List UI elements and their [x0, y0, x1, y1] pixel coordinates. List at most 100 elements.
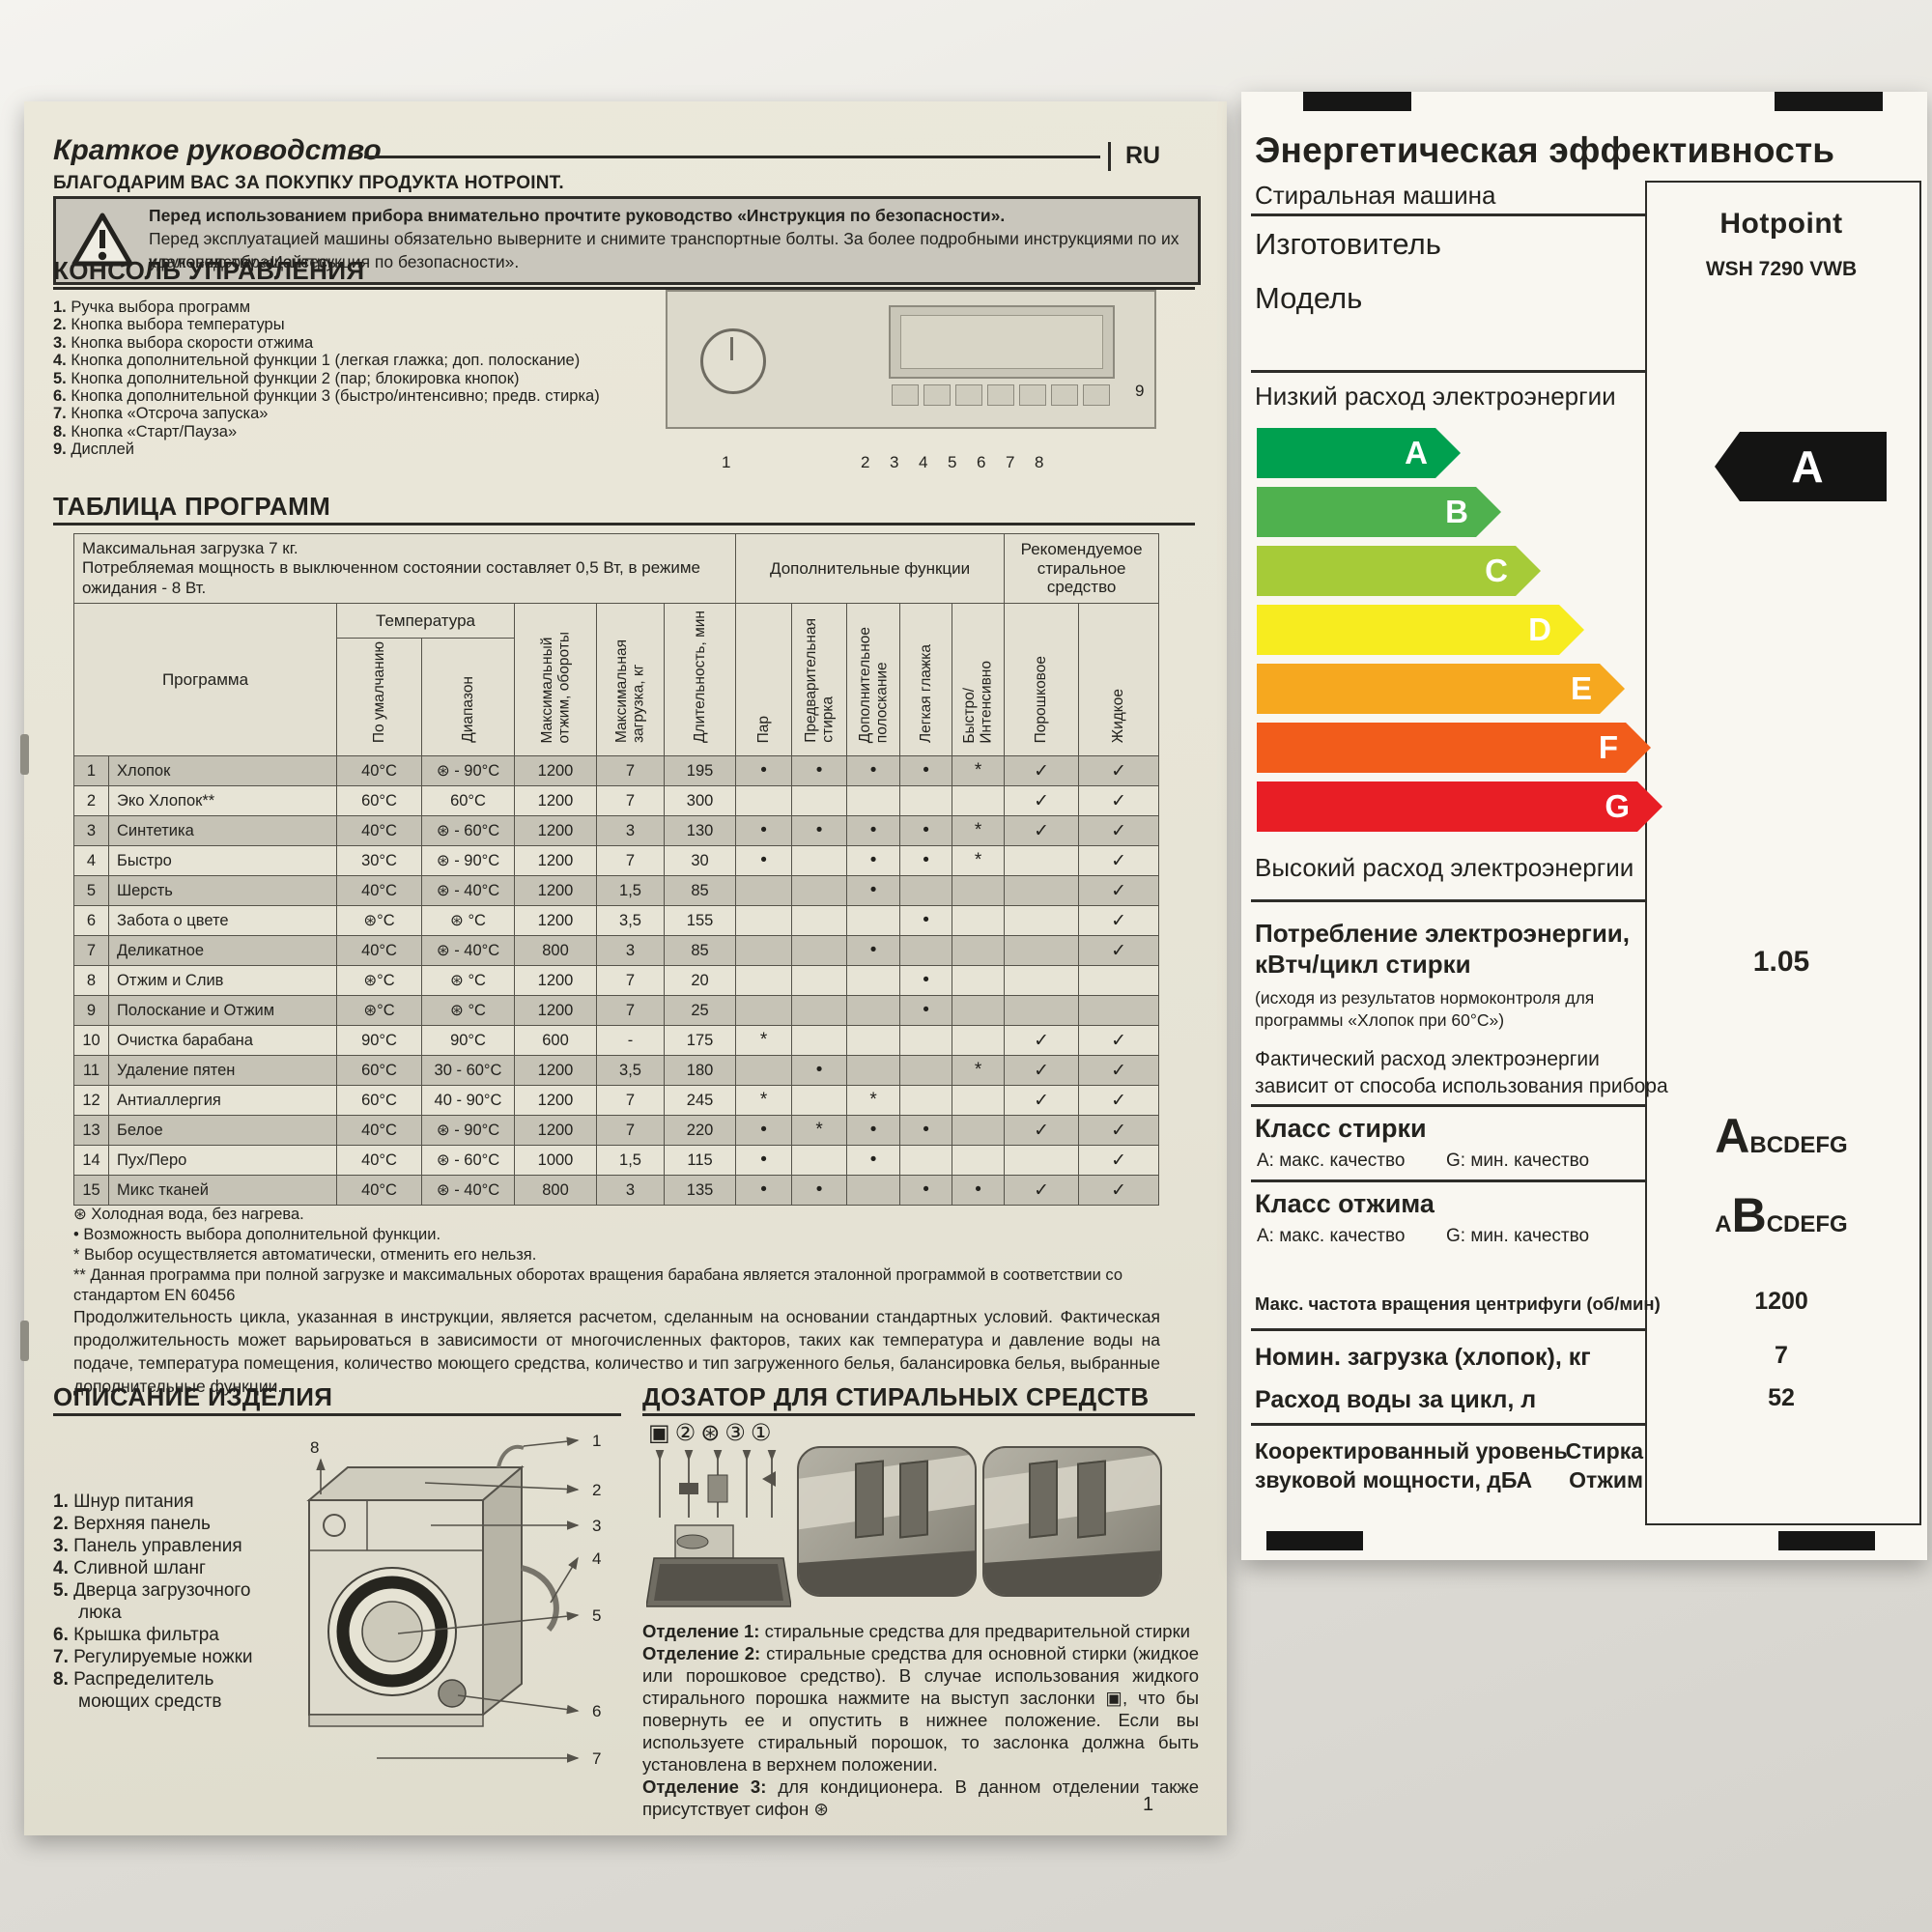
dispenser-paragraph: Отделение 2: стиральные средства для осн… — [642, 1643, 1199, 1775]
language-badge: RU — [1125, 142, 1161, 169]
footnotes: ⊛ Холодная вода, без нагрева. • Возможно… — [73, 1205, 1160, 1306]
dispenser-text: Отделение 1: стиральные средства для пре… — [642, 1620, 1199, 1820]
group-detergent: Рекомендуемое стиральное средство — [1004, 532, 1160, 605]
callout-9: 9 — [1135, 382, 1145, 400]
washer-diagram — [306, 1436, 580, 1763]
washer-callout-1: 1 — [592, 1432, 602, 1450]
spin-class-best: A: макс. качество — [1257, 1226, 1406, 1246]
callout-8: 8 — [1035, 453, 1044, 471]
noise-label-2: звуковой мощности, дБА — [1255, 1467, 1533, 1492]
noise-label-1: Кооректированный уровень — [1255, 1438, 1568, 1463]
water-label: Расход воды за цикл, л — [1255, 1386, 1537, 1413]
display — [889, 305, 1115, 379]
button — [892, 384, 919, 406]
binding-notch — [20, 734, 29, 775]
energy-scale-arrow: C — [1257, 546, 1541, 596]
program-row: 12 Антиаллергия 60°C 40 - 90°C 1200 7 24… — [73, 1085, 1160, 1117]
photo-detail — [899, 1460, 928, 1539]
program-row: 2 Эко Хлопок** 60°C 60°C 1200 7 300 ✓ ✓ — [73, 785, 1160, 817]
dispenser-photo-2 — [982, 1446, 1162, 1597]
spin-class-value: ABCDEFG — [1645, 1187, 1918, 1243]
col-powder: Порошковое — [1004, 603, 1080, 757]
washer-callout-2: 2 — [592, 1481, 602, 1499]
consumption-value: 1.05 — [1752, 946, 1810, 978]
console-list-item: 4. Кнопка дополнительной функции 1 (легк… — [53, 352, 581, 370]
program-row: 3 Синтетика 40°C ⊛ - 60°C 1200 3 130 • •… — [73, 815, 1160, 847]
console-list-item: 5. Кнопка дополнительной функции 2 (пар;… — [53, 369, 520, 387]
page-title: Краткое руководство — [53, 134, 382, 166]
program-row: 13 Белое 40°C ⊛ - 90°C 1200 7 220 • * • … — [73, 1115, 1160, 1147]
callout-5: 5 — [948, 453, 957, 471]
model-value: WSH 7290 VWB — [1705, 258, 1858, 280]
group-functions: Дополнительные функции — [735, 532, 1006, 605]
wash-class-worst: G: мин. качество — [1446, 1151, 1590, 1171]
load-value: 7 — [1775, 1342, 1788, 1369]
spin-class-worst: G: мин. качество — [1446, 1226, 1590, 1246]
col-load: Максимальная загрузка, кг — [596, 603, 665, 757]
energy-scale-letter: C — [1485, 553, 1508, 588]
wash-class-label: Класс стирки — [1255, 1114, 1427, 1143]
program-row: 5 Шерсть 40°C ⊛ - 40°C 1200 1,5 85 • ✓ — [73, 875, 1160, 907]
consumption-label-2: кВтч/цикл стирки — [1255, 950, 1471, 979]
quick-guide-page: Краткое руководство RU БЛАГОДАРИМ ВАС ЗА… — [20, 101, 1227, 1835]
energy-scale-letter: E — [1570, 670, 1592, 706]
section-title-product: ОПИСАНИЕ ИЗДЕЛИЯ — [53, 1382, 333, 1411]
duration-note: Продолжительность цикла, указанная в инс… — [73, 1307, 1160, 1396]
values-box — [1645, 181, 1921, 1525]
warning-triangle-icon — [71, 213, 133, 267]
energy-rating-letter: A — [1791, 441, 1824, 492]
console-list-item: 8. Кнопка «Старт/Пауза» — [53, 422, 238, 440]
button — [1083, 384, 1110, 406]
binding-notch — [20, 1321, 29, 1361]
table-info: Максимальная загрузка 7 кг. Потребляемая… — [72, 532, 737, 605]
washer-callout-7: 7 — [592, 1749, 602, 1768]
crop-mark — [1303, 92, 1411, 111]
noise-col-spin: Отжим — [1569, 1467, 1643, 1492]
program-knob — [700, 328, 766, 394]
product-part-item: 4. Сливной шланг — [53, 1558, 206, 1578]
crop-mark — [1266, 1531, 1363, 1550]
program-row: 10 Очистка барабана 90°C 90°C 600 - 175 … — [73, 1025, 1160, 1057]
section-rule — [53, 523, 1195, 526]
water-value: 52 — [1768, 1384, 1795, 1411]
section-title-console: КОНСОЛЬ УПРАВЛЕНИЯ — [53, 256, 365, 285]
energy-title: Энергетическая эффективность — [1255, 130, 1835, 170]
crop-mark — [1778, 1531, 1875, 1550]
col-spin: Максимальный отжим, обороты — [514, 603, 597, 757]
product-part-item: 8. Распределитель моющих средств — [53, 1669, 222, 1712]
callout-3: 3 — [890, 453, 899, 471]
manufacturer-label: Изготовитель — [1255, 227, 1441, 261]
col-extra-rinse: Дополнительное полоскание — [846, 603, 901, 757]
program-row: 6 Забота о цвете ⊛°C ⊛ °C 1200 3,5 155 •… — [73, 905, 1160, 937]
program-table: Максимальная загрузка 7 кг. Потребляемая… — [72, 532, 1160, 1207]
program-rows: 1 Хлопок 40°C ⊛ - 90°C 1200 7 195 • • • … — [73, 755, 1160, 1207]
actual-consumption-1: Фактический расход электроэнергии — [1255, 1048, 1600, 1070]
program-row: 1 Хлопок 40°C ⊛ - 90°C 1200 7 195 • • • … — [73, 755, 1160, 787]
console-list: 1. Ручка выбора программ 2. Кнопка выбор… — [53, 298, 662, 459]
warning-line-2: Перед эксплуатацией машины обязательно в… — [149, 229, 1179, 271]
rule — [1251, 899, 1645, 902]
product-part-item: 1. Шнур питания — [53, 1492, 194, 1512]
col-easy-iron: Легкая глажка — [899, 603, 953, 757]
rule — [1251, 1104, 1645, 1107]
spin-class-big-letter: B — [1731, 1188, 1767, 1242]
warning-line-1: Перед использованием прибора внимательно… — [149, 206, 1006, 225]
program-row: 9 Полоскание и Отжим ⊛°C ⊛ °C 1200 7 25 … — [73, 995, 1160, 1027]
spin-speed-value: 1200 — [1754, 1288, 1808, 1315]
col-prewash: Предварительная стирка — [791, 603, 848, 757]
section-rule — [53, 1413, 621, 1416]
product-parts-list: 1. Шнур питания 2. Верхняя панель 3. Пан… — [53, 1491, 290, 1713]
photo-detail — [799, 1448, 975, 1533]
footnote: ⊛ Холодная вода, без нагрева. — [73, 1206, 304, 1223]
washer-callout-3: 3 — [592, 1517, 602, 1535]
col-fast-intensive: Быстро/ Интенсивно — [952, 603, 1006, 757]
page-number: 1 — [1143, 1794, 1154, 1815]
consumption-note-1: (исходя из результатов нормоконтроля для — [1255, 988, 1595, 1008]
rule — [1251, 213, 1645, 216]
dispenser-diagram — [646, 1450, 791, 1607]
console-list-item: 7. Кнопка «Отсроча запуска» — [53, 405, 269, 423]
washer-callout-6: 6 — [592, 1702, 602, 1720]
callout-4: 4 — [919, 453, 928, 471]
washer-callout-8: 8 — [310, 1438, 320, 1457]
callout-7: 7 — [1006, 453, 1015, 471]
